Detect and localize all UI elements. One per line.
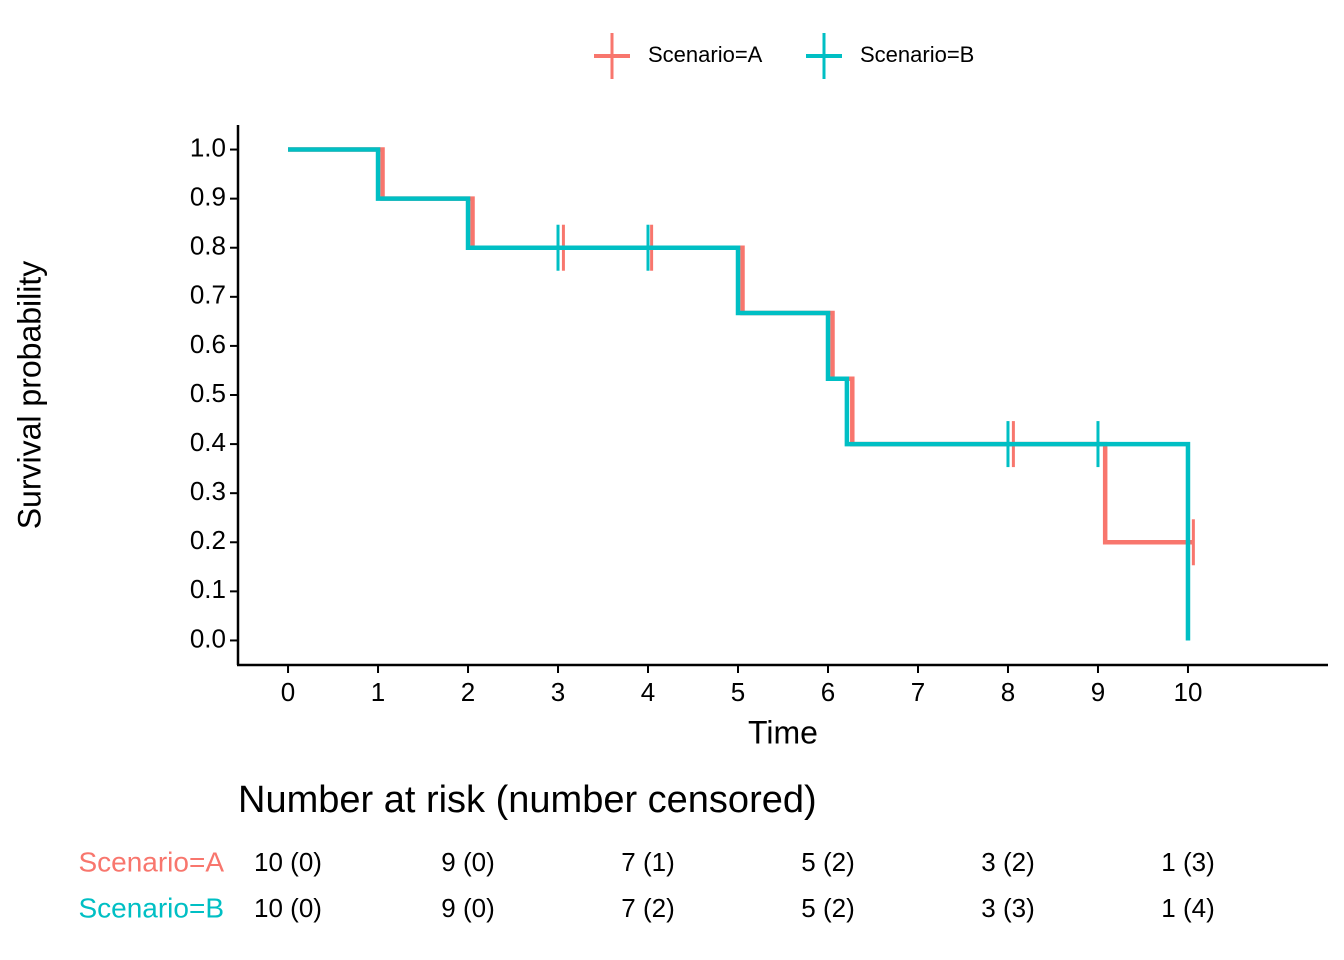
y-tick-label: 0.8 bbox=[190, 231, 226, 261]
x-tick-label: 5 bbox=[731, 677, 745, 707]
y-tick-label: 0.9 bbox=[190, 182, 226, 212]
risk-cell: 7 (1) bbox=[621, 847, 674, 877]
x-tick-label: 0 bbox=[281, 677, 295, 707]
y-tick-label: 0.0 bbox=[190, 623, 226, 653]
y-tick-label: 0.4 bbox=[190, 427, 226, 457]
x-tick-label: 9 bbox=[1091, 677, 1105, 707]
x-tick-label: 2 bbox=[461, 677, 475, 707]
y-tick-label: 0.3 bbox=[190, 476, 226, 506]
risk-cell: 5 (2) bbox=[801, 893, 854, 923]
legend-label: Scenario=B bbox=[860, 42, 974, 67]
survival-curve bbox=[288, 147, 1191, 641]
y-tick-label: 0.6 bbox=[190, 329, 226, 359]
risk-cell: 1 (3) bbox=[1161, 847, 1214, 877]
risk-cell: 3 (2) bbox=[981, 847, 1034, 877]
risk-cell: 7 (2) bbox=[621, 893, 674, 923]
x-tick-label: 3 bbox=[551, 677, 565, 707]
risk-cell: 10 (0) bbox=[254, 847, 322, 877]
y-axis-title: Survival probability bbox=[11, 261, 47, 530]
risk-row-label: Scenario=A bbox=[78, 846, 224, 877]
y-tick-label: 1.0 bbox=[190, 132, 226, 162]
x-tick-label: 10 bbox=[1174, 677, 1203, 707]
risk-cell: 10 (0) bbox=[254, 893, 322, 923]
x-tick-label: 7 bbox=[911, 677, 925, 707]
x-tick-label: 8 bbox=[1001, 677, 1015, 707]
risk-cell: 3 (3) bbox=[981, 893, 1034, 923]
risk-row-label: Scenario=B bbox=[78, 892, 224, 923]
y-tick-label: 0.1 bbox=[190, 574, 226, 604]
y-tick-label: 0.5 bbox=[190, 378, 226, 408]
y-tick-label: 0.7 bbox=[190, 280, 226, 310]
x-tick-label: 4 bbox=[641, 677, 655, 707]
x-tick-label: 1 bbox=[371, 677, 385, 707]
legend-label: Scenario=A bbox=[648, 42, 763, 67]
risk-cell: 9 (0) bbox=[441, 893, 494, 923]
x-tick-label: 6 bbox=[821, 677, 835, 707]
risk-cell: 5 (2) bbox=[801, 847, 854, 877]
risk-cell: 1 (4) bbox=[1161, 893, 1214, 923]
y-tick-label: 0.2 bbox=[190, 525, 226, 555]
risk-cell: 9 (0) bbox=[441, 847, 494, 877]
survival-curve bbox=[288, 147, 1194, 545]
risk-table-title: Number at risk (number censored) bbox=[238, 779, 817, 821]
x-axis-title: Time bbox=[748, 714, 818, 750]
